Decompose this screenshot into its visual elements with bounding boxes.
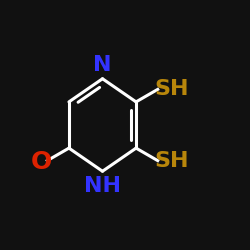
Text: SH: SH	[154, 150, 189, 171]
Text: O: O	[30, 150, 52, 174]
Text: NH: NH	[84, 176, 121, 196]
Text: SH: SH	[154, 79, 189, 99]
Text: N: N	[93, 55, 112, 75]
